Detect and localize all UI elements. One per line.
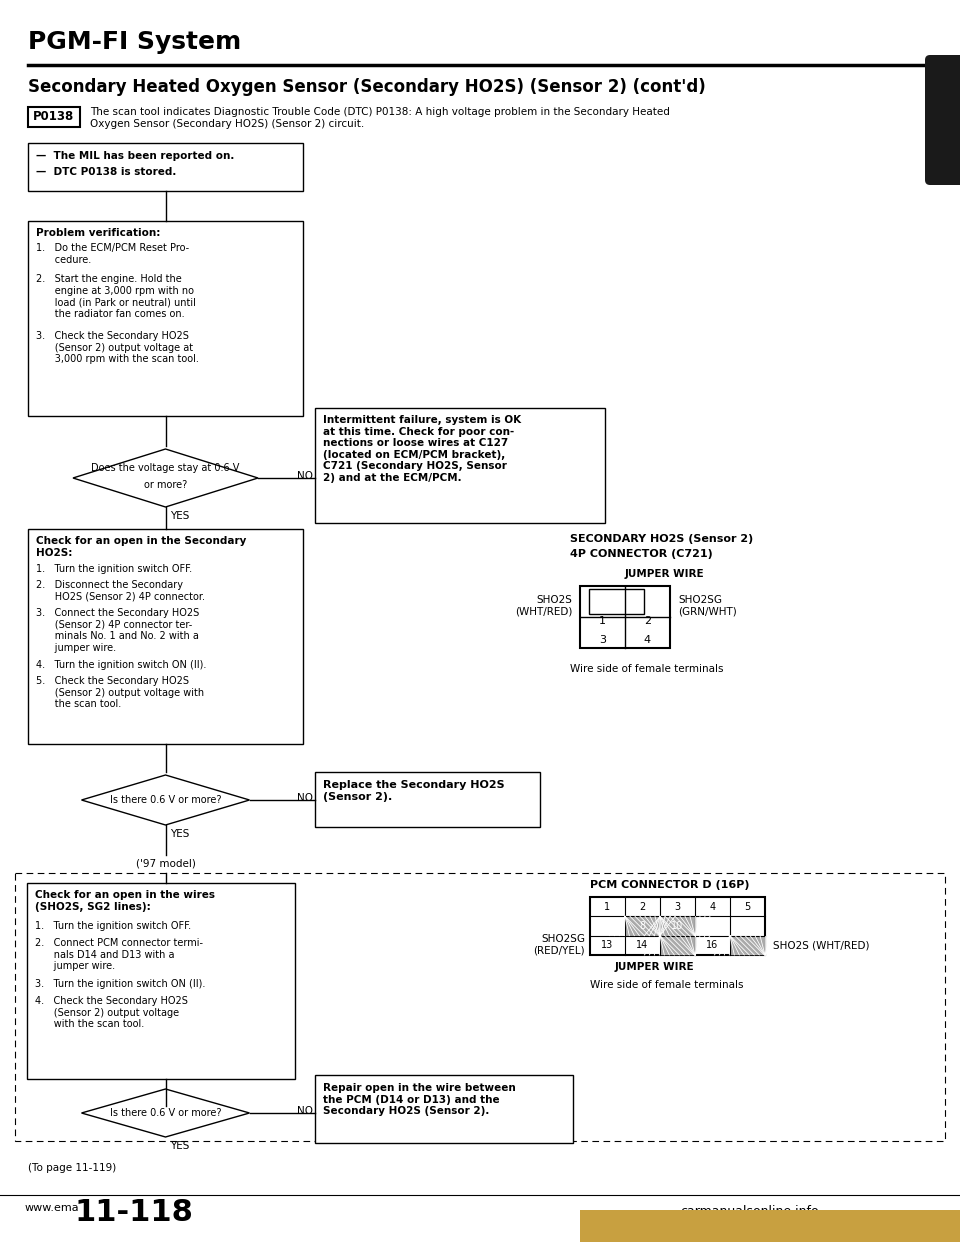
Text: 1.   Do the ECM/PCM Reset Pro-
      cedure.: 1. Do the ECM/PCM Reset Pro- cedure.	[36, 243, 189, 265]
Text: 13: 13	[601, 940, 613, 950]
Text: SHO2SG
(GRN/WHT): SHO2SG (GRN/WHT)	[678, 595, 736, 616]
Text: YES: YES	[171, 1141, 190, 1151]
FancyBboxPatch shape	[730, 935, 765, 955]
Text: Check for an open in the wires
(SHO2S, SG2 lines):: Check for an open in the wires (SHO2S, S…	[35, 891, 215, 912]
Text: 4: 4	[644, 635, 651, 645]
Text: Check for an open in the Secondary
HO2S:: Check for an open in the Secondary HO2S:	[36, 537, 247, 558]
Text: SHO2S
(WHT/RED): SHO2S (WHT/RED)	[515, 595, 572, 616]
Text: 1.   Turn the ignition switch OFF.: 1. Turn the ignition switch OFF.	[35, 922, 191, 932]
Text: 4P CONNECTOR (C721): 4P CONNECTOR (C721)	[570, 549, 712, 559]
FancyBboxPatch shape	[660, 935, 695, 955]
Text: 1.   Turn the ignition switch OFF.: 1. Turn the ignition switch OFF.	[36, 564, 192, 574]
Text: 2: 2	[639, 902, 646, 912]
Text: YES: YES	[171, 510, 190, 520]
Text: 10: 10	[671, 922, 684, 932]
Text: 16: 16	[707, 940, 719, 950]
Text: SHO2S (WHT/RED): SHO2S (WHT/RED)	[773, 940, 870, 950]
Text: 1: 1	[599, 616, 606, 626]
Text: SECONDARY HO2S (Sensor 2): SECONDARY HO2S (Sensor 2)	[570, 534, 754, 544]
Text: JUMPER WIRE: JUMPER WIRE	[625, 569, 705, 579]
Text: The scan tool indicates Diagnostic Trouble Code (DTC) P0138: A high voltage prob: The scan tool indicates Diagnostic Troub…	[90, 107, 670, 117]
Text: PCM CONNECTOR D (16P): PCM CONNECTOR D (16P)	[590, 881, 750, 891]
Text: 4.   Check the Secondary HO2S
      (Sensor 2) output voltage
      with the sca: 4. Check the Secondary HO2S (Sensor 2) o…	[35, 996, 188, 1030]
Text: Repair open in the wire between
the PCM (D14 or D13) and the
Secondary HO2S (Sen: Repair open in the wire between the PCM …	[323, 1083, 516, 1117]
Text: P0138: P0138	[34, 111, 75, 123]
Polygon shape	[82, 1089, 250, 1136]
Text: 3.   Connect the Secondary HO2S
      (Sensor 2) 4P connector ter-
      minals : 3. Connect the Secondary HO2S (Sensor 2)…	[36, 609, 200, 653]
FancyBboxPatch shape	[660, 917, 695, 935]
Text: (To page 11-119): (To page 11-119)	[28, 1163, 116, 1172]
Text: 5: 5	[744, 902, 751, 912]
Text: NO: NO	[297, 792, 313, 804]
Text: 1: 1	[605, 902, 611, 912]
Text: 4: 4	[709, 902, 715, 912]
FancyBboxPatch shape	[28, 143, 303, 191]
Text: 3.   Turn the ignition switch ON (II).: 3. Turn the ignition switch ON (II).	[35, 979, 205, 989]
Text: ('97 model): ('97 model)	[135, 859, 196, 869]
Text: —  The MIL has been reported on.: — The MIL has been reported on.	[36, 152, 234, 161]
FancyBboxPatch shape	[28, 107, 80, 127]
Text: 11: 11	[707, 922, 719, 932]
Polygon shape	[73, 450, 258, 507]
FancyBboxPatch shape	[590, 897, 765, 955]
FancyBboxPatch shape	[315, 773, 540, 827]
Text: 3: 3	[675, 902, 681, 912]
FancyBboxPatch shape	[588, 589, 643, 614]
Text: 2.   Disconnect the Secondary
      HO2S (Sensor 2) 4P connector.: 2. Disconnect the Secondary HO2S (Sensor…	[36, 580, 205, 601]
Text: SHO2SG
(RED/YEL): SHO2SG (RED/YEL)	[534, 934, 585, 956]
FancyBboxPatch shape	[28, 221, 303, 416]
Text: Secondary Heated Oxygen Sensor (Secondary HO2S) (Sensor 2) (cont'd): Secondary Heated Oxygen Sensor (Secondar…	[28, 78, 706, 96]
Text: JUMPER WIRE: JUMPER WIRE	[615, 963, 695, 972]
Text: www.ema: www.ema	[25, 1203, 80, 1213]
Text: carmanualsonline.info: carmanualsonline.info	[680, 1205, 819, 1218]
FancyBboxPatch shape	[315, 1076, 573, 1143]
FancyBboxPatch shape	[580, 586, 670, 648]
Text: NO: NO	[297, 471, 313, 481]
Text: 8: 8	[639, 922, 645, 932]
Text: Wire side of female terminals: Wire side of female terminals	[590, 980, 743, 990]
Text: YES: YES	[171, 828, 190, 840]
Text: Is there 0.6 V or more?: Is there 0.6 V or more?	[109, 795, 221, 805]
Text: 12: 12	[741, 922, 754, 932]
Text: 5.   Check the Secondary HO2S
      (Sensor 2) output voltage with
      the sca: 5. Check the Secondary HO2S (Sensor 2) o…	[36, 676, 204, 709]
Text: Is there 0.6 V or more?: Is there 0.6 V or more?	[109, 1108, 221, 1118]
Text: Oxygen Sensor (Secondary HO2S) (Sensor 2) circuit.: Oxygen Sensor (Secondary HO2S) (Sensor 2…	[90, 119, 364, 129]
Text: 11-118: 11-118	[75, 1199, 194, 1227]
FancyBboxPatch shape	[625, 917, 660, 935]
FancyBboxPatch shape	[28, 529, 303, 744]
FancyBboxPatch shape	[925, 55, 960, 185]
FancyBboxPatch shape	[580, 1210, 960, 1242]
Text: Problem verification:: Problem verification:	[36, 229, 160, 238]
Text: 2.   Start the engine. Hold the
      engine at 3,000 rpm with no
      load (in: 2. Start the engine. Hold the engine at …	[36, 274, 196, 319]
FancyBboxPatch shape	[27, 883, 295, 1079]
Text: NO: NO	[297, 1105, 313, 1117]
Polygon shape	[82, 775, 250, 825]
Text: —  DTC P0138 is stored.: — DTC P0138 is stored.	[36, 166, 177, 178]
FancyBboxPatch shape	[315, 409, 605, 523]
Text: Intermittent failure, system is OK
at this time. Check for poor con-
nections or: Intermittent failure, system is OK at th…	[323, 415, 521, 483]
Text: Does the voltage stay at 0.6 V: Does the voltage stay at 0.6 V	[91, 463, 240, 473]
Text: 4.   Turn the ignition switch ON (II).: 4. Turn the ignition switch ON (II).	[36, 660, 206, 669]
Text: 14: 14	[636, 940, 649, 950]
Text: 3.   Check the Secondary HO2S
      (Sensor 2) output voltage at
      3,000 rpm: 3. Check the Secondary HO2S (Sensor 2) o…	[36, 332, 199, 364]
Text: or more?: or more?	[144, 479, 187, 491]
Text: 7: 7	[605, 922, 611, 932]
Text: carmanualsonline.info: carmanualsonline.info	[590, 1213, 746, 1226]
Text: Replace the Secondary HO2S
(Sensor 2).: Replace the Secondary HO2S (Sensor 2).	[323, 780, 505, 801]
Text: 2.   Connect PCM connector termi-
      nals D14 and D13 with a
      jumper wir: 2. Connect PCM connector termi- nals D14…	[35, 938, 203, 971]
Text: PGM-FI System: PGM-FI System	[28, 30, 241, 53]
Text: 3: 3	[599, 635, 606, 645]
Text: Wire side of female terminals: Wire side of female terminals	[570, 664, 724, 674]
FancyBboxPatch shape	[15, 873, 945, 1141]
Text: 2: 2	[644, 616, 651, 626]
